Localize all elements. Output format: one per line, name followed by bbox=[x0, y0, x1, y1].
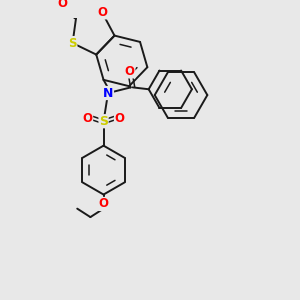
Text: N: N bbox=[103, 86, 113, 100]
Text: S: S bbox=[99, 115, 108, 128]
Text: O: O bbox=[97, 6, 107, 19]
Text: O: O bbox=[58, 0, 68, 11]
Text: O: O bbox=[125, 65, 135, 78]
Text: O: O bbox=[82, 112, 93, 125]
Text: S: S bbox=[68, 37, 77, 50]
Text: O: O bbox=[115, 112, 124, 125]
Text: O: O bbox=[98, 197, 109, 210]
